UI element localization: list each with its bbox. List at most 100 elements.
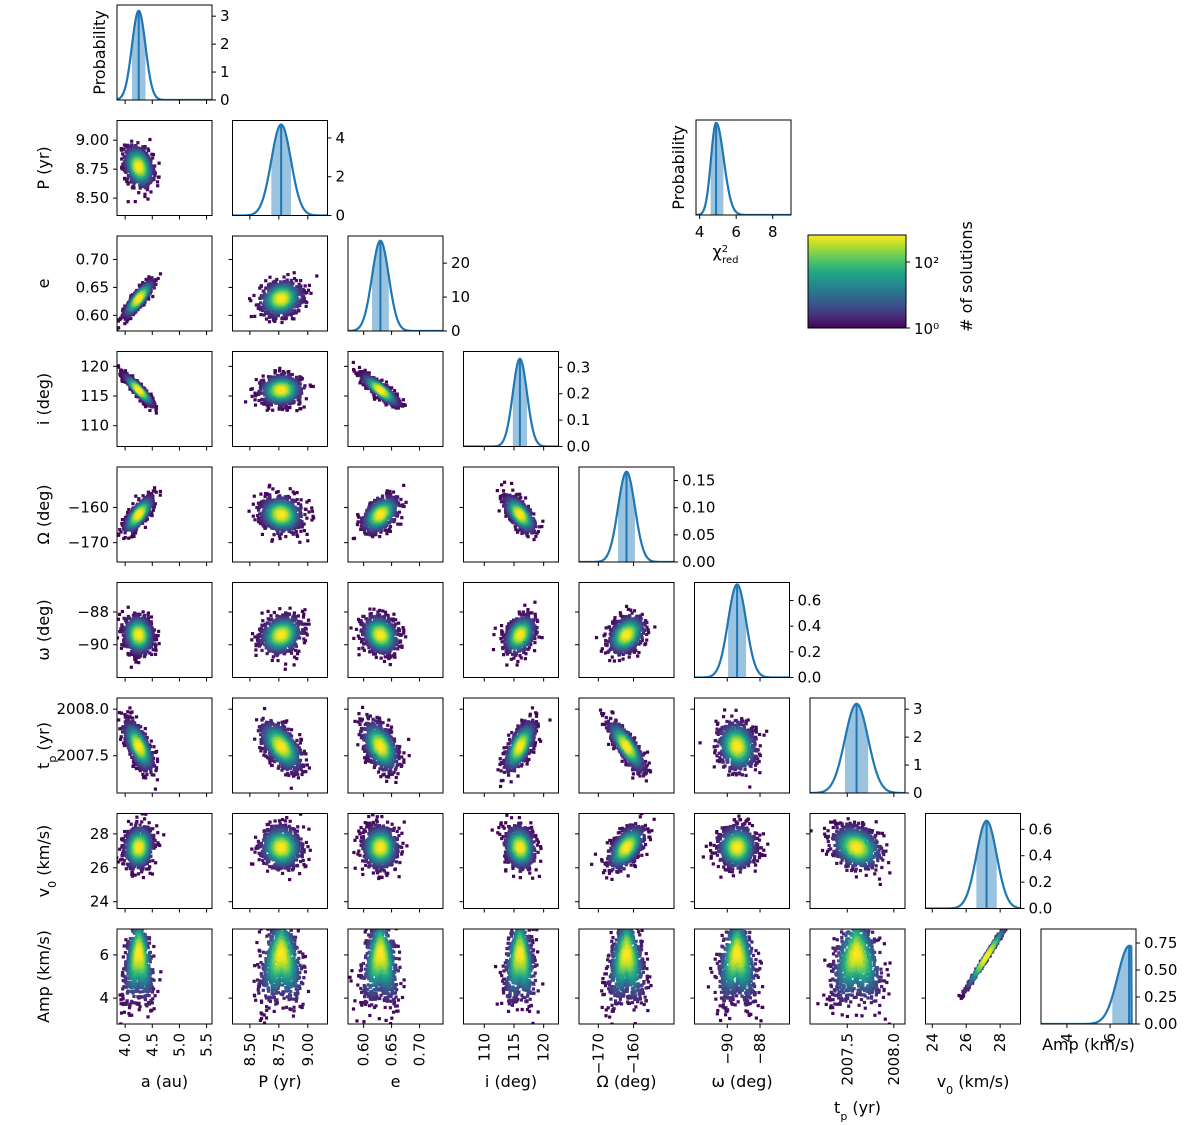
density-point [288,284,292,289]
density-point [150,156,155,160]
density-point [274,280,278,285]
density-point [117,326,121,330]
density-point [144,405,148,409]
density-point [260,397,264,402]
density-point [292,271,296,275]
density-point [311,384,315,389]
density-point [352,369,356,373]
density-point [151,166,155,170]
density-point [270,290,274,295]
density-point [142,178,147,182]
density-point [265,408,269,412]
diagonal-panel-P: 024 [232,120,346,225]
density-point [276,313,280,317]
density-point [288,298,292,302]
density-point [126,181,130,185]
density-point [294,278,299,283]
density-point [154,411,158,415]
density-point [126,149,130,153]
density-point [290,317,295,321]
density-point [290,308,294,313]
density-point [124,313,128,317]
density-point [384,380,389,384]
density-point [303,284,307,288]
panel-frame [232,120,328,216]
density-point [360,375,364,380]
y-tick-label: 4 [336,129,346,147]
density-point [148,408,152,413]
density-scatter [244,366,315,413]
density-point [286,370,290,374]
density-point [281,316,285,320]
density-point [277,406,281,410]
density-point [129,316,133,321]
density-point [272,284,276,289]
density-point [294,311,298,315]
density-point [283,311,287,315]
density-point [122,156,126,160]
density-point [363,368,367,372]
density-point [120,378,124,383]
density-point [267,288,271,293]
density-point [152,169,156,173]
density-point [158,272,163,276]
y-tick-label: 120 [80,357,109,375]
density-point [271,280,275,284]
y-tick-label: 0 [220,91,230,109]
density-point [285,408,290,412]
density-point [285,376,289,380]
y-tick-label: 8.50 [76,189,109,207]
density-point [156,175,161,179]
density-point [400,404,405,408]
density-point [117,329,119,331]
density-point [152,176,156,180]
density-point [309,291,313,295]
density-point [302,386,306,390]
marginal-plot [348,239,443,331]
density-point [250,394,254,398]
density-scatter [119,137,161,204]
density-point [267,320,272,324]
density-point [265,391,269,395]
panel-frame [347,235,444,332]
density-point [259,313,263,317]
density-point [271,309,275,313]
y-tick-label: 3 [220,7,230,25]
density-point [126,144,131,148]
density-point [247,297,252,301]
density-point [150,394,154,398]
density-point [258,305,263,309]
density-point [377,398,382,402]
scatter-panel-i-vs-e [344,351,444,451]
density-point [358,381,362,385]
panel-frame [232,235,328,332]
density-point [132,184,136,188]
density-point [262,289,266,293]
density-point [121,152,125,156]
density-point [286,272,290,277]
density-point [138,285,142,289]
density-point [360,377,364,381]
density-point [144,277,148,282]
density-point [297,377,301,382]
density-point [286,405,290,410]
density-point [261,402,266,406]
density-point [130,143,134,147]
density-point [141,179,145,183]
density-point [156,276,160,281]
y-tick-label: 110 [80,417,109,435]
density-point [279,309,283,313]
density-point [274,316,278,320]
density-point [260,383,264,387]
y-tick-label: 0 [336,207,346,225]
y-tick-label: 20 [451,254,470,272]
density-point [295,290,299,294]
density-point [124,145,128,149]
density-point [123,369,128,373]
density-point [302,405,306,409]
density-point [267,407,271,411]
density-point [290,282,294,286]
density-point [299,279,303,283]
density-point [296,398,300,402]
